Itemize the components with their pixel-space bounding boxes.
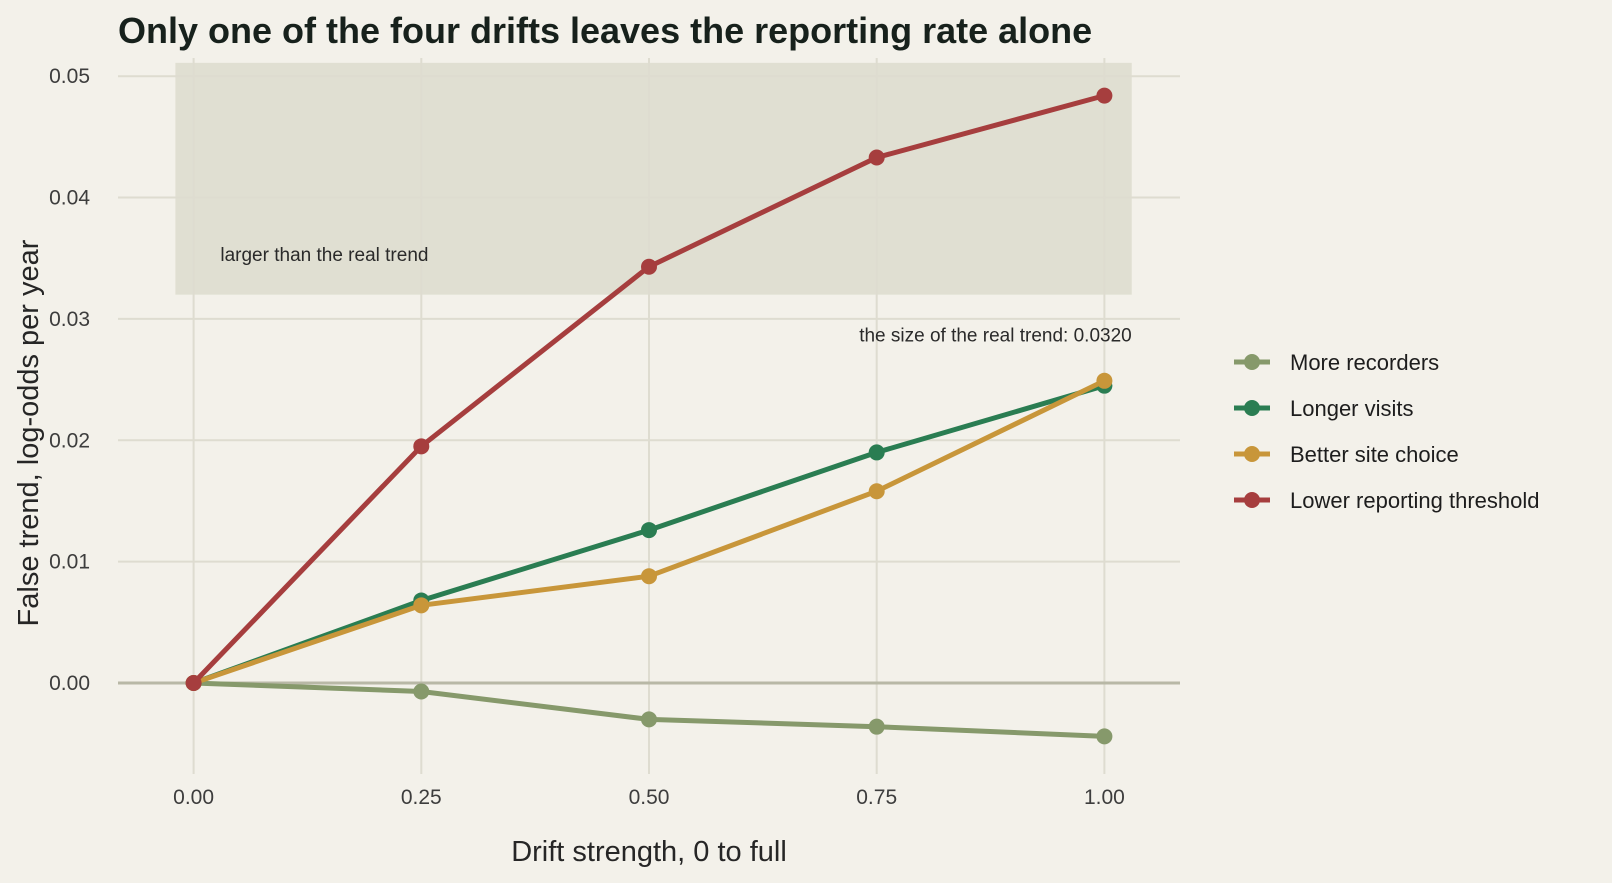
data-point-longer-visits-2 bbox=[641, 522, 657, 539]
legend-item-longer-visits: Longer visits bbox=[1234, 396, 1414, 421]
y-tick-label-1: 0.01 bbox=[49, 551, 90, 574]
legend-label-lower-reporting-threshold: Lower reporting threshold bbox=[1290, 488, 1539, 513]
x-tick-label-2: 0.50 bbox=[629, 786, 670, 809]
tick-labels: 0.00 0.25 0.50 0.75 1.00 0.00 0.01 0.02 0.03 0.04… bbox=[49, 65, 1125, 809]
y-tick-label-4: 0.04 bbox=[49, 187, 90, 210]
chart-title: Only one of the four drifts leaves the r… bbox=[118, 10, 1092, 51]
legend: More recorders Longer visits Better site c… bbox=[1234, 350, 1539, 513]
x-tick-label-4: 1.00 bbox=[1084, 786, 1125, 809]
data-point-more-recorders-1 bbox=[413, 683, 430, 700]
plot-background bbox=[175, 62, 1132, 295]
data-point-better-site-choice-1 bbox=[413, 597, 430, 614]
legend-swatch-point-lower-reporting-threshold bbox=[1244, 492, 1260, 508]
legend-item-more-recorders: More recorders bbox=[1234, 350, 1439, 375]
data-point-longer-visits-3 bbox=[868, 444, 885, 461]
data-point-more-recorders-3 bbox=[868, 718, 885, 735]
x-axis-label: Drift strength, 0 to full bbox=[511, 836, 787, 868]
x-tick-label-0: 0.00 bbox=[173, 786, 214, 809]
x-tick-label-1: 0.25 bbox=[401, 786, 442, 809]
data-point-lower-reporting-threshold-3 bbox=[868, 149, 885, 166]
shaded-region bbox=[175, 62, 1132, 295]
data-point-more-recorders-4 bbox=[1096, 728, 1113, 745]
data-point-lower-reporting-threshold-4 bbox=[1096, 87, 1113, 104]
data-point-lower-reporting-threshold-0 bbox=[185, 674, 202, 691]
data-point-better-site-choice-3 bbox=[868, 483, 885, 500]
legend-item-better-site-choice: Better site choice bbox=[1234, 442, 1459, 467]
shaded-region-label: larger than the real trend bbox=[220, 245, 428, 266]
data-point-better-site-choice-4 bbox=[1096, 372, 1113, 389]
legend-swatch-point-more-recorders bbox=[1244, 354, 1260, 370]
y-tick-label-3: 0.03 bbox=[49, 308, 90, 331]
legend-item-lower-reporting-threshold: Lower reporting threshold bbox=[1234, 488, 1539, 513]
series-lower-reporting-threshold bbox=[185, 87, 1113, 691]
series-layer bbox=[185, 87, 1113, 745]
y-axis-label: False trend, log-odds per year bbox=[13, 239, 45, 626]
legend-swatch-point-better-site-choice bbox=[1244, 446, 1260, 462]
legend-label-better-site-choice: Better site choice bbox=[1290, 442, 1459, 467]
data-point-more-recorders-2 bbox=[641, 711, 657, 728]
annotations: the size of the real trend: 0.0320 bbox=[859, 326, 1132, 347]
x-tick-label-3: 0.75 bbox=[856, 786, 897, 809]
y-tick-label-2: 0.02 bbox=[49, 429, 90, 452]
legend-label-longer-visits: Longer visits bbox=[1290, 396, 1414, 421]
y-tick-label-5: 0.05 bbox=[49, 65, 90, 88]
data-point-better-site-choice-2 bbox=[641, 568, 657, 585]
legend-label-more-recorders: More recorders bbox=[1290, 350, 1439, 375]
data-point-lower-reporting-threshold-1 bbox=[413, 438, 430, 455]
annotation-0: the size of the real trend: 0.0320 bbox=[859, 326, 1132, 347]
shaded-region-annotation: larger than the real trend bbox=[220, 245, 428, 266]
y-tick-label-0: 0.00 bbox=[49, 672, 90, 695]
data-point-lower-reporting-threshold-2 bbox=[641, 258, 657, 275]
legend-swatch-point-longer-visits bbox=[1244, 400, 1260, 416]
